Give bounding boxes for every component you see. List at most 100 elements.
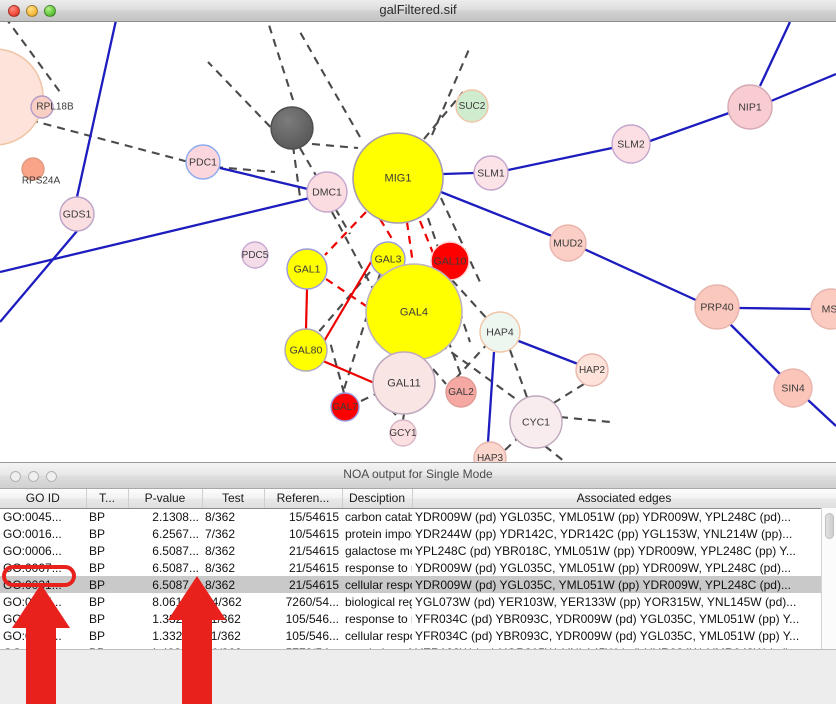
node-circle[interactable]	[21, 157, 45, 181]
node-gal2[interactable]: GAL2	[445, 376, 477, 408]
node-cyc1[interactable]: CYC1	[509, 395, 563, 449]
node-circle[interactable]	[694, 284, 740, 330]
node-nip1[interactable]: NIP1	[727, 84, 773, 130]
node-hap2[interactable]: HAP2	[575, 353, 609, 387]
minimize-button[interactable]	[26, 5, 38, 17]
node-msi[interactable]: MSI	[810, 288, 836, 330]
node-circle[interactable]	[455, 89, 489, 123]
cell-go-id: GO:0031...	[3, 611, 62, 626]
network-canvas[interactable]: RPL18B RPS24A GDS1 PDC1 PDC5 DMC1 MIG1 SUC2 SLM1…	[0, 22, 836, 462]
cell-go-id: GO:0045...	[3, 509, 62, 524]
results-table-container[interactable]: GO ID T... P-value Test Referen... Desci…	[0, 489, 836, 650]
table-row[interactable]: GO:0031... BP 1.3324... 11/362 105/546... res…	[0, 610, 836, 627]
node-gal80[interactable]: GAL80	[284, 328, 328, 372]
cell-type: BP	[89, 594, 106, 609]
dialog-zoom-button[interactable]	[46, 471, 57, 482]
cell-go-id: GO:0050...	[0, 644, 86, 650]
node-gal11[interactable]: GAL11	[372, 351, 436, 415]
table-row[interactable]: GO:0065... BP 8.0614... 94/362 7260/54... bio…	[0, 593, 836, 610]
dialog-close-button[interactable]	[10, 471, 21, 482]
node-circle[interactable]	[30, 95, 54, 119]
table-row[interactable]: GO:0006... BP 6.5087... 8/362 21/54615 galact…	[0, 542, 836, 559]
node-circle[interactable]	[509, 395, 563, 449]
node-mig1[interactable]: MIG1	[352, 132, 444, 224]
node-circle[interactable]	[473, 441, 507, 462]
edges-protein-dna	[7, 22, 611, 462]
column-header-type[interactable]: T...	[86, 489, 129, 509]
node-circle[interactable]	[185, 144, 221, 180]
node-circle[interactable]	[330, 392, 360, 422]
node-label: CYC1	[522, 416, 550, 428]
node-circle[interactable]	[241, 241, 269, 269]
node-circle[interactable]	[389, 419, 417, 447]
node-dmc1[interactable]: DMC1	[306, 171, 348, 213]
node-mud2[interactable]: MUD2	[549, 224, 587, 262]
node-circle[interactable]	[773, 368, 813, 408]
cell-reference: 105/546...	[285, 628, 339, 643]
node-circle[interactable]	[575, 353, 609, 387]
node-rpl18b[interactable]: RPL18B	[30, 95, 74, 119]
column-header-description[interactable]: Desciption	[342, 489, 413, 509]
cell-associated-edges: YFR034C (pd) YBR093C, YDR009W (pd) YGL03…	[415, 628, 800, 643]
node-circle[interactable]	[445, 376, 477, 408]
cell-p-value: 6.5087...	[152, 543, 199, 558]
node-label: GAL80	[290, 344, 323, 356]
node-label: GAL10	[434, 255, 467, 267]
node-circle[interactable]	[306, 171, 348, 213]
close-button[interactable]	[8, 5, 20, 17]
zoom-button[interactable]	[44, 5, 56, 17]
node-label: GAL1	[294, 263, 321, 275]
cell-p-value: 6.5087...	[128, 576, 202, 593]
node-unlabeled-gray[interactable]	[270, 106, 314, 150]
cell-type: BP	[86, 576, 128, 593]
node-circle[interactable]	[286, 248, 328, 290]
node-circle[interactable]	[372, 351, 436, 415]
node-circle[interactable]	[284, 328, 328, 372]
node-pdc5[interactable]: PDC5	[241, 241, 269, 269]
node-rps24a[interactable]: RPS24A	[21, 157, 61, 187]
cell-type: BP	[89, 611, 106, 626]
node-gal4[interactable]: GAL4	[365, 263, 463, 361]
table-row[interactable]: GO:0031... BP 1.3324... 11/362 105/546... cel…	[0, 627, 836, 644]
column-header-test[interactable]: Test	[202, 489, 265, 509]
scrollbar-thumb[interactable]	[825, 513, 834, 539]
cell-go-id: GO:0031...	[3, 628, 62, 643]
window-titlebar: galFiltered.sif	[0, 0, 836, 22]
table-row[interactable]: GO:0007... BP 6.5087... 8/362 21/54615 respon…	[0, 559, 836, 576]
node-prp40[interactable]: PRP40	[694, 284, 740, 330]
node-suc2[interactable]: SUC2	[455, 89, 489, 123]
cell-associated-edges: YPL248C (pd) YBR018C, YML051W (pp) YDR00…	[415, 543, 796, 558]
dialog-minimize-button[interactable]	[28, 471, 39, 482]
node-slm1[interactable]: SLM1	[473, 155, 509, 191]
node-label: SLM1	[477, 167, 505, 179]
column-header-go-id[interactable]: GO ID	[0, 489, 87, 509]
column-header-reference[interactable]: Referen...	[264, 489, 343, 509]
node-circle[interactable]	[352, 132, 444, 224]
table-row[interactable]: GO:0016... BP 6.2567... 7/362 10/54615 protei…	[0, 525, 836, 542]
node-gcy1[interactable]: GCY1	[389, 419, 417, 447]
node-pdc1[interactable]: PDC1	[185, 144, 221, 180]
table-vertical-scrollbar[interactable]	[821, 508, 836, 649]
node-gal7[interactable]: GAL7	[330, 392, 360, 422]
node-circle[interactable]	[727, 84, 773, 130]
node-circle[interactable]	[473, 155, 509, 191]
node-sin4[interactable]: SIN4	[773, 368, 813, 408]
node-circle[interactable]	[59, 196, 95, 232]
column-header-p-value[interactable]: P-value	[128, 489, 203, 509]
table-row[interactable]: GO:0045... BP 2.1308... 8/362 15/54615 carbon…	[0, 508, 836, 525]
table-row[interactable]: GO:0031... BP 6.5087... 8/362 21/54615 cellul…	[0, 576, 836, 593]
node-circle[interactable]	[810, 288, 836, 330]
node-circle[interactable]	[611, 124, 651, 164]
node-slm2[interactable]: SLM2	[611, 124, 651, 164]
node-circle[interactable]	[479, 311, 521, 353]
node-gal1[interactable]: GAL1	[286, 248, 328, 290]
cell-test: 7/362	[205, 526, 236, 541]
node-circle[interactable]	[549, 224, 587, 262]
column-header-associated-edges[interactable]: Associated edges	[412, 489, 836, 509]
node-hap4[interactable]: HAP4	[479, 311, 521, 353]
table-row[interactable]: GO:0050...BP1.428E...80/3625778/54...reg…	[0, 644, 836, 650]
node-gds1[interactable]: GDS1	[59, 196, 95, 232]
cell-test: 80/362	[202, 644, 264, 650]
node-hap3[interactable]: HAP3	[473, 441, 507, 462]
